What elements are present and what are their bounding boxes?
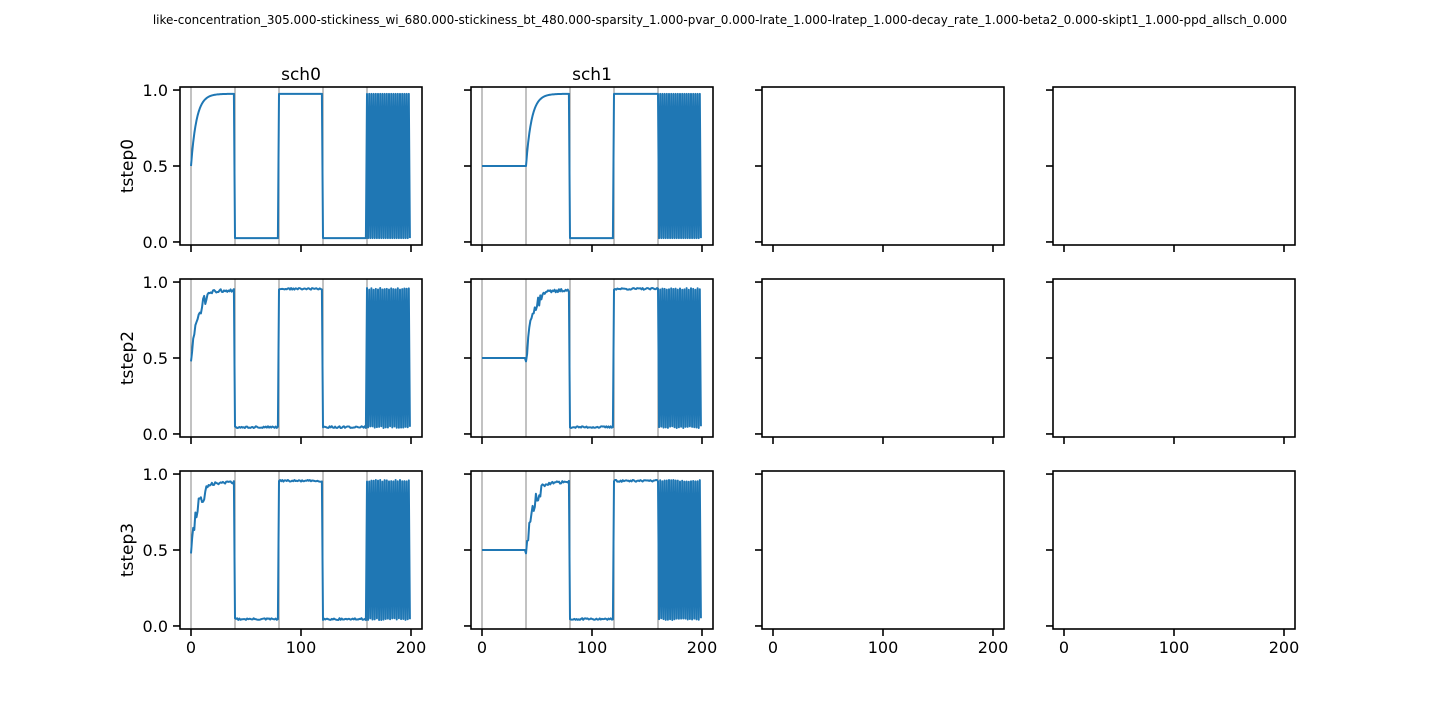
y-tick-label: 0.0 (143, 425, 168, 444)
series-line-sch0-tstep0 (190, 92, 411, 240)
y-tick-label: 0.5 (143, 157, 168, 176)
x-tick-label: 0 (186, 638, 196, 657)
series-line-sch1-tstep0 (482, 92, 702, 240)
row-label-tstep0: tstep0 (118, 139, 138, 193)
axes-frame (1052, 278, 1296, 438)
y-tick-label: 1.0 (143, 465, 168, 484)
x-tick-label: 0 (1059, 638, 1069, 657)
row-label-tstep2: tstep2 (118, 331, 138, 385)
column-title-sch0: sch0 (281, 65, 321, 85)
series-line-sch1-tstep3 (482, 478, 702, 622)
subplot-r0-c2 (755, 86, 1005, 252)
axes-frame (1052, 470, 1296, 630)
axes-frame (761, 86, 1005, 246)
y-tick-label: 0.0 (143, 617, 168, 636)
x-tick-label: 200 (396, 638, 427, 657)
x-tick-label: 100 (1159, 638, 1190, 657)
x-tick-label: 0 (477, 638, 487, 657)
x-tick-label: 100 (868, 638, 899, 657)
subplot-r1-c0: 0.0 0.5 1.0 (143, 273, 423, 444)
x-tick-label: 200 (687, 638, 718, 657)
y-tick-label: 1.0 (143, 81, 168, 100)
series-line-sch0-tstep3 (190, 478, 411, 622)
subplot-grid: 0.0 0.5 1.0 0.0 0.5 1.0 0 100 200 0.0 0.5 1.0 0 100 20… (118, 65, 1299, 657)
x-tick-label: 0 (768, 638, 778, 657)
subplot-r2-c1: 0 100 200 (464, 470, 718, 657)
x-tick-label: 100 (286, 638, 317, 657)
x-tick-label: 200 (1269, 638, 1300, 657)
row-label-tstep3: tstep3 (118, 523, 138, 577)
subplot-r2-c3: 0 100 200 (1046, 470, 1300, 657)
x-tick-label: 200 (978, 638, 1009, 657)
column-title-sch1: sch1 (572, 65, 612, 85)
y-tick-label: 1.0 (143, 273, 168, 292)
subplot-r1-c1 (464, 278, 714, 444)
x-tick-label: 100 (577, 638, 608, 657)
y-tick-label: 0.5 (143, 541, 168, 560)
y-tick-label: 0.5 (143, 349, 168, 368)
subplot-r0-c1 (464, 86, 714, 252)
y-tick-label: 0.0 (143, 233, 168, 252)
axes-frame (761, 470, 1005, 630)
subplot-r0-c3 (1046, 86, 1296, 252)
subplot-r2-c0: 0 100 200 0.0 0.5 1.0 (143, 465, 427, 657)
figure-title: like-concentration_305.000-stickiness_wi… (153, 13, 1287, 27)
subplot-r0-c0: 0.0 0.5 1.0 (143, 81, 423, 252)
series-line-sch1-tstep2 (482, 286, 702, 430)
subplot-r1-c3 (1046, 278, 1296, 444)
axes-frame (761, 278, 1005, 438)
subplot-r2-c2: 0 100 200 (755, 470, 1009, 657)
series-line-sch0-tstep2 (190, 286, 411, 430)
subplot-r1-c2 (755, 278, 1005, 444)
axes-frame (1052, 86, 1296, 246)
